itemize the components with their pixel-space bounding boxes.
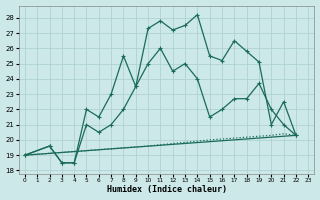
X-axis label: Humidex (Indice chaleur): Humidex (Indice chaleur) <box>107 185 227 194</box>
